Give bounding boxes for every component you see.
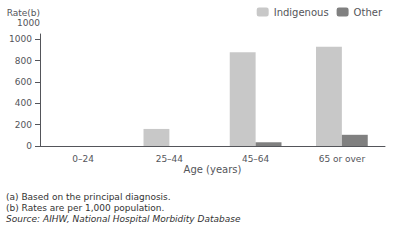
svg-text:1000: 1000 [9,34,32,44]
svg-text:0–24: 0–24 [72,154,94,164]
svg-text:Rate(b): Rate(b) [7,8,40,18]
svg-text:25–44: 25–44 [156,154,184,164]
svg-text:65 or over: 65 or over [319,154,366,164]
svg-text:0: 0 [26,141,32,151]
svg-text:400: 400 [15,98,32,108]
svg-text:Indigenous: Indigenous [274,7,329,18]
svg-text:Source: AIHW, National Hospita: Source: AIHW, National Hospital Morbidit… [6,214,241,224]
svg-text:800: 800 [15,56,32,66]
svg-text:(a) Based on the principal dia: (a) Based on the principal diagnosis. [6,192,171,202]
svg-text:Age (years): Age (years) [184,164,242,175]
svg-text:(b) Rates are per 1,000 popula: (b) Rates are per 1,000 population. [6,203,164,213]
svg-text:600: 600 [15,77,32,87]
svg-text:200: 200 [15,120,32,130]
svg-text:Other: Other [354,7,383,18]
svg-text:1000: 1000 [17,18,40,28]
svg-text:45–64: 45–64 [242,154,270,164]
